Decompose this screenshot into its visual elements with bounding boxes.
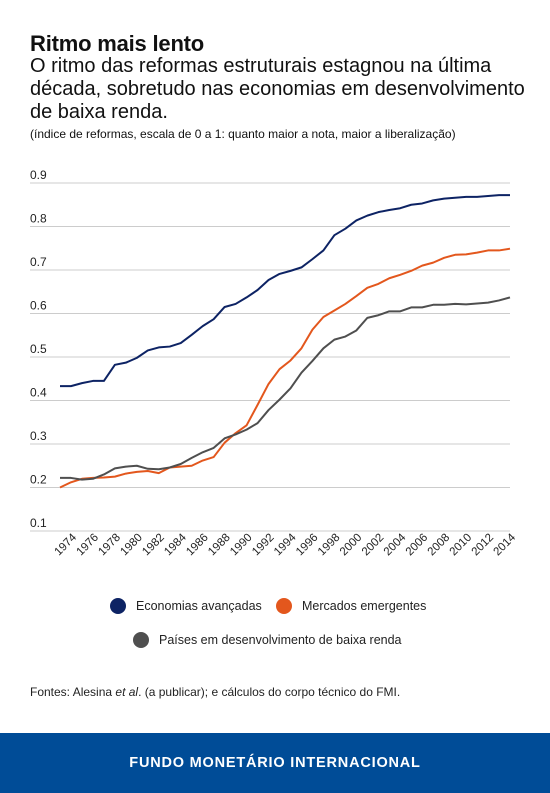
y-tick-label: 0.3 (30, 429, 47, 443)
x-tick-label: 2014 (492, 531, 519, 558)
x-tick-label: 1992 (250, 532, 277, 559)
y-tick-label: 0.9 (30, 168, 47, 182)
x-tick-label: 2006 (404, 532, 431, 559)
x-tick-label: 1976 (74, 532, 101, 559)
source-italic: et al (115, 685, 139, 699)
source-suffix: . (a publicar); e cálculos do corpo técn… (138, 685, 401, 699)
x-tick-label: 2010 (448, 532, 475, 559)
legend-item-emerging: Mercados emergentes (276, 598, 426, 614)
x-tick-label: 2012 (470, 532, 497, 559)
y-tick-label: 0.8 (30, 212, 47, 226)
chart-title: Ritmo mais lento (30, 31, 205, 56)
series-line-emerging (59, 247, 511, 489)
y-tick-label: 0.1 (30, 516, 47, 530)
x-tick-label: 1986 (184, 532, 211, 559)
y-tick-label: 0.2 (30, 473, 47, 487)
series-line-low-income (60, 296, 511, 481)
x-tick-label: 1974 (53, 531, 80, 558)
x-tick-label: 1998 (316, 532, 343, 559)
legend-marker-low-income (133, 632, 149, 648)
footer-brand: FUNDO MONETÁRIO INTERNACIONAL (129, 755, 421, 771)
line-chart: 0.90.80.70.60.50.40.30.20.11974197619781… (30, 168, 519, 559)
x-tick-label: 1996 (294, 532, 321, 559)
legend-label-low-income: Países em desenvolvimento de baixa renda (159, 633, 402, 647)
footer-banner: FUNDO MONETÁRIO INTERNACIONAL (0, 733, 550, 793)
source-note: Fontes: Alesina et al. (a publicar); e c… (30, 685, 400, 699)
legend-marker-advanced (110, 598, 126, 614)
x-tick-label: 2008 (426, 532, 453, 559)
x-tick-label: 1994 (272, 531, 299, 558)
x-tick-label: 2000 (338, 532, 365, 559)
y-tick-label: 0.7 (30, 255, 47, 269)
chart-note: (índice de reformas, escala de 0 a 1: qu… (30, 127, 456, 141)
x-tick-label: 2004 (382, 531, 409, 558)
legend-label-emerging: Mercados emergentes (302, 599, 427, 613)
legend-marker-emerging (276, 598, 292, 614)
x-tick-label: 1988 (206, 532, 233, 559)
legend-label-advanced: Economias avançadas (136, 599, 262, 613)
x-tick-label: 1984 (162, 531, 189, 558)
y-tick-label: 0.4 (30, 386, 47, 400)
x-tick-label: 1990 (228, 532, 255, 559)
legend-item-advanced: Economias avançadas (110, 598, 262, 614)
x-tick-label: 1982 (140, 532, 167, 559)
y-tick-label: 0.6 (30, 299, 47, 313)
legend-item-low-income: Países em desenvolvimento de baixa renda (133, 632, 402, 648)
chart-subtitle: O ritmo das reformas estruturais estagno… (30, 55, 525, 123)
source-prefix: Fontes: Alesina (30, 685, 116, 699)
series-line-advanced (60, 194, 510, 388)
x-tick-label: 1978 (96, 532, 123, 559)
x-tick-label: 2002 (360, 532, 387, 559)
x-tick-label: 1980 (118, 532, 145, 559)
y-tick-label: 0.5 (30, 342, 47, 356)
